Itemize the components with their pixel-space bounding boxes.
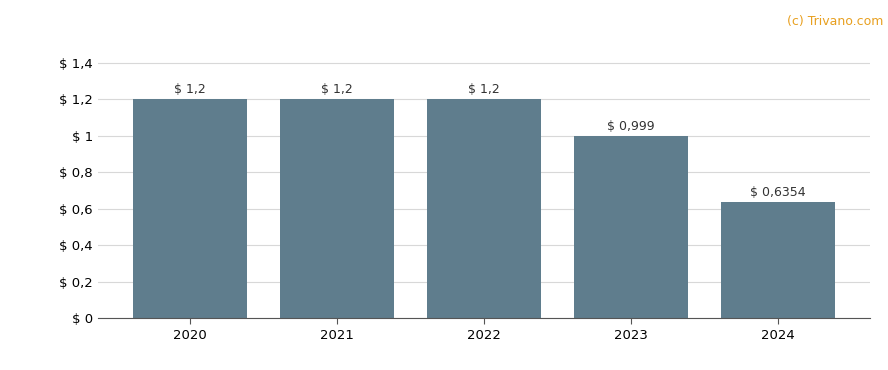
Bar xyxy=(133,99,248,318)
Text: $ 0,999: $ 0,999 xyxy=(607,120,654,133)
Text: $ 1,2: $ 1,2 xyxy=(321,83,353,97)
Bar xyxy=(280,99,394,318)
Text: (c) Trivano.com: (c) Trivano.com xyxy=(787,15,884,28)
Bar xyxy=(574,136,688,318)
Text: $ 0,6354: $ 0,6354 xyxy=(750,186,805,199)
Text: $ 1,2: $ 1,2 xyxy=(174,83,206,97)
Bar xyxy=(720,202,835,318)
Bar xyxy=(426,99,542,318)
Text: $ 1,2: $ 1,2 xyxy=(468,83,500,97)
